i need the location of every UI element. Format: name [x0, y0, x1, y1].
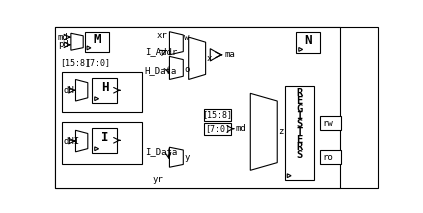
- Bar: [320, 150, 341, 164]
- Bar: [204, 109, 231, 121]
- Polygon shape: [210, 49, 221, 61]
- Text: E: E: [297, 135, 303, 144]
- Bar: [93, 128, 117, 153]
- Polygon shape: [299, 47, 302, 51]
- Text: rw: rw: [323, 119, 333, 128]
- Text: I: I: [297, 111, 303, 121]
- Bar: [62, 122, 143, 164]
- Text: [15:8]: [15:8]: [60, 58, 90, 67]
- Bar: [93, 78, 117, 103]
- Text: pd: pd: [58, 40, 69, 49]
- Text: I_Addr: I_Addr: [145, 47, 177, 56]
- Bar: [85, 32, 110, 52]
- Text: N: N: [304, 34, 312, 47]
- Polygon shape: [71, 33, 83, 50]
- Text: M: M: [93, 33, 101, 46]
- Text: H_Data: H_Data: [145, 66, 177, 75]
- Polygon shape: [87, 46, 91, 50]
- Text: dHI: dHI: [63, 137, 79, 145]
- Text: S: S: [297, 119, 303, 129]
- Text: md: md: [58, 33, 69, 42]
- Bar: [62, 72, 143, 112]
- Polygon shape: [95, 147, 99, 151]
- Polygon shape: [170, 32, 183, 55]
- Text: I: I: [101, 131, 109, 144]
- Text: w: w: [184, 33, 190, 42]
- Text: I_Data: I_Data: [145, 147, 177, 156]
- Text: ro: ro: [323, 153, 333, 162]
- Bar: [297, 32, 320, 53]
- Text: ma: ma: [224, 50, 235, 59]
- Polygon shape: [75, 130, 88, 152]
- Text: [15:8]: [15:8]: [203, 110, 233, 119]
- Text: xr: xr: [157, 31, 167, 40]
- Text: R: R: [297, 142, 303, 152]
- Text: x: x: [206, 54, 212, 63]
- Polygon shape: [170, 147, 183, 167]
- Polygon shape: [287, 174, 291, 178]
- Text: R: R: [297, 88, 303, 98]
- Text: y: y: [184, 153, 190, 162]
- Bar: [55, 27, 341, 188]
- Bar: [204, 122, 231, 135]
- Bar: [320, 117, 341, 130]
- Text: S: S: [297, 150, 303, 160]
- Text: dH: dH: [63, 86, 74, 95]
- Text: T: T: [297, 127, 303, 137]
- Text: H: H: [101, 81, 109, 94]
- Polygon shape: [250, 93, 277, 170]
- Text: [7:0]: [7:0]: [85, 58, 110, 67]
- Polygon shape: [170, 56, 183, 79]
- Text: [7:0]: [7:0]: [205, 124, 230, 133]
- Text: yr: yr: [153, 175, 163, 184]
- Text: G: G: [297, 104, 303, 114]
- Text: o: o: [184, 65, 190, 74]
- Polygon shape: [189, 37, 206, 79]
- Polygon shape: [75, 79, 88, 101]
- Text: E: E: [297, 96, 303, 106]
- Bar: [285, 86, 314, 180]
- Polygon shape: [95, 97, 99, 101]
- Text: md: md: [236, 124, 247, 133]
- Text: z: z: [278, 127, 283, 136]
